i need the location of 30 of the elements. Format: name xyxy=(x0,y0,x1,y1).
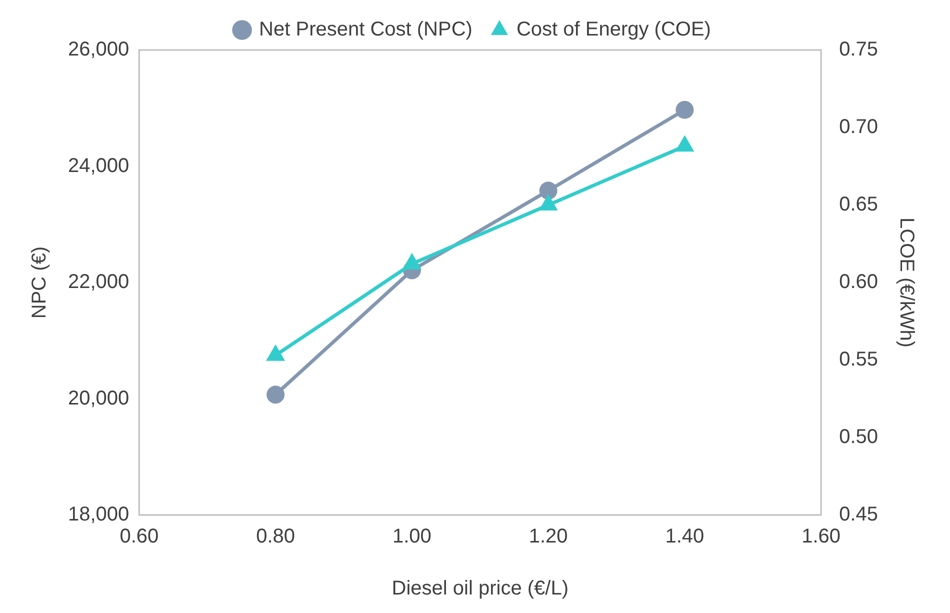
y2-tick-label: 0.45 xyxy=(839,504,878,526)
y2-axis-title: LCOE (€/kWh) xyxy=(895,217,918,348)
point xyxy=(266,386,285,404)
y-tick-label: 26,000 xyxy=(68,38,130,61)
point xyxy=(676,100,694,119)
y-tick-label: 20,000 xyxy=(68,387,130,410)
x-tick-label: 1.20 xyxy=(528,526,568,548)
y-tick-label: 22,000 xyxy=(68,271,130,294)
y2-tick-label: 0.70 xyxy=(839,116,878,138)
y-tick-label: 18,000 xyxy=(68,504,130,526)
point xyxy=(266,344,286,361)
point xyxy=(402,252,422,270)
x-tick-label: 1.00 xyxy=(392,526,432,548)
x-tick-label: 1.60 xyxy=(802,526,841,548)
x-axis-title: Diesel oil price (€/L) xyxy=(392,578,568,600)
legend-label: Net Present Cost (NPC) xyxy=(259,18,472,41)
x-tick-label: 0.80 xyxy=(256,526,296,548)
point xyxy=(538,194,558,210)
y2-tick-label: 0.65 xyxy=(839,194,878,216)
x-tick-label: 0.60 xyxy=(120,526,159,548)
y2-tick-label: 0.55 xyxy=(839,348,878,371)
point xyxy=(539,182,558,200)
y2-tick-label: 0.60 xyxy=(839,271,878,294)
point xyxy=(675,135,694,152)
y2-tick-label: 0.50 xyxy=(839,426,878,448)
y2-tick-label: 0.75 xyxy=(839,38,878,61)
y-tick-label: 24,000 xyxy=(68,154,130,177)
y-axis-title: NPC (€) xyxy=(28,246,51,319)
legend-label: Cost of Energy (COE) xyxy=(516,18,711,41)
x-tick-label: 1.40 xyxy=(665,526,704,548)
